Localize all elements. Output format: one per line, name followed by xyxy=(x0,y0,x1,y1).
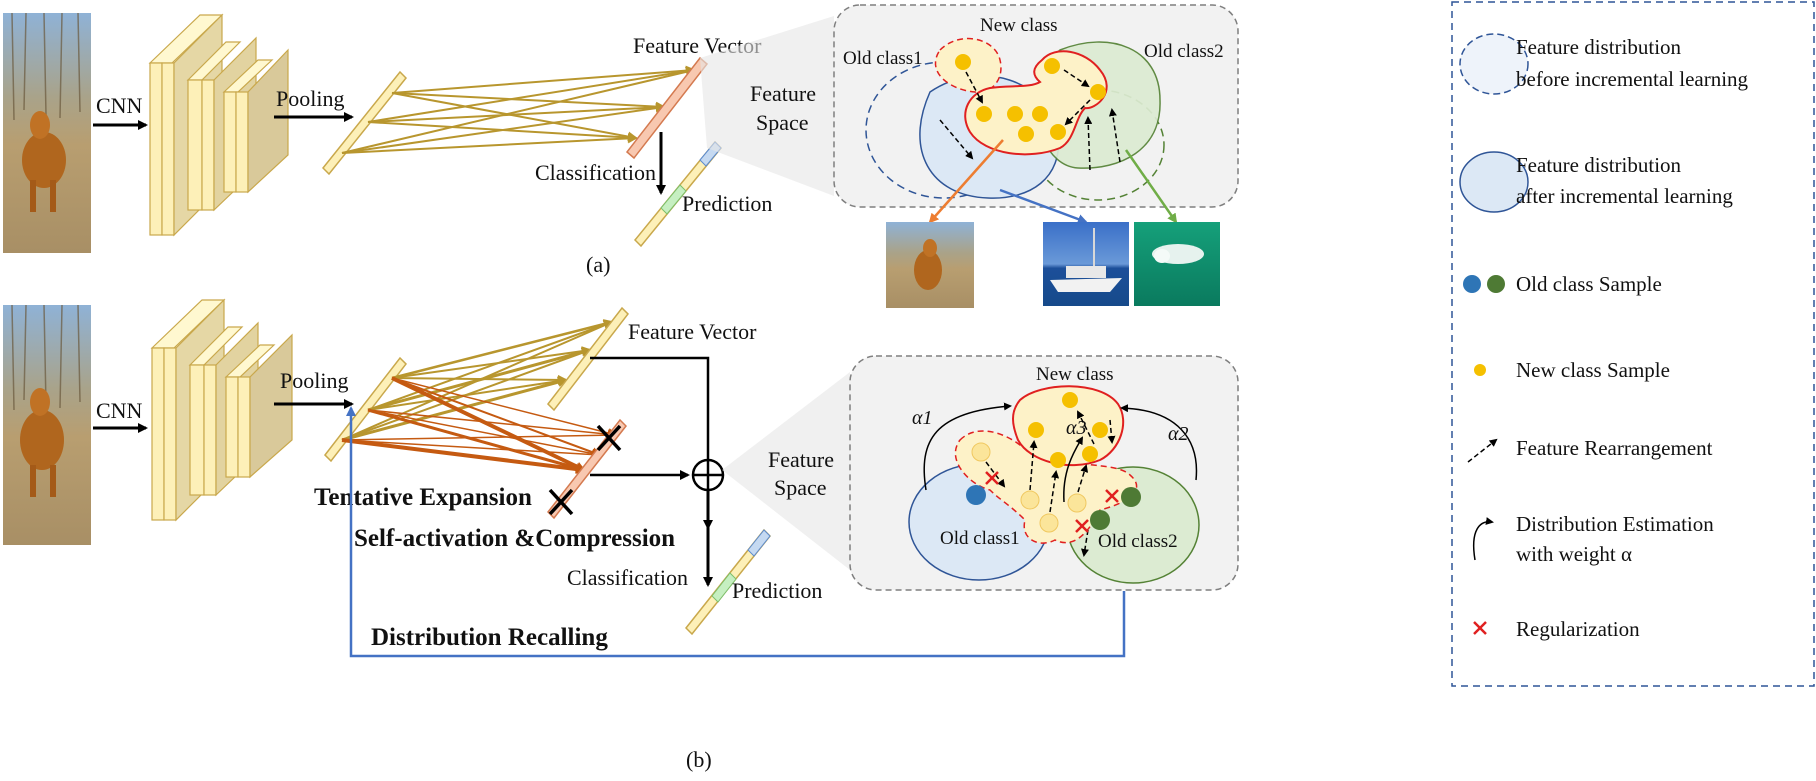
alpha1-label: α1 xyxy=(912,407,933,429)
fc-connections-a xyxy=(341,65,696,154)
legend-estimation-line2: with weight α xyxy=(1516,542,1632,566)
legend-rearrangement: Feature Rearrangement xyxy=(1516,436,1713,460)
old-class1-sample-b xyxy=(966,485,986,505)
legend-after-line1: Feature distribution xyxy=(1516,153,1682,177)
pooling-label-a: Pooling xyxy=(276,86,344,111)
prediction-vector-a xyxy=(633,140,723,248)
projection-cone-b xyxy=(722,372,850,570)
legend-old-green-dot xyxy=(1487,275,1505,293)
prediction-label-a: Prediction xyxy=(682,191,772,216)
feature-space-label-b2: Space xyxy=(774,475,827,500)
old-class2-label-b: Old class2 xyxy=(1098,531,1178,552)
legend-new-dot xyxy=(1474,364,1486,376)
input-dog-photo-a xyxy=(3,12,91,253)
old-class2-label-a: Old class2 xyxy=(1144,41,1224,62)
cnn-label-b: CNN xyxy=(96,398,143,423)
input-dog-photo-b xyxy=(3,304,91,545)
legend-old-blue-dot xyxy=(1463,275,1481,293)
sum-circle-icon xyxy=(691,458,725,492)
new-class-label-b: New class xyxy=(1036,364,1114,385)
pooling-label-b: Pooling xyxy=(280,368,348,393)
feature-space-label-a1: Feature xyxy=(750,81,816,106)
pooled-vector-b xyxy=(324,356,407,463)
new-class-label-a: New class xyxy=(980,15,1058,36)
boat-photo xyxy=(1043,222,1129,306)
dog-photo-small xyxy=(886,222,974,308)
legend-after-icon xyxy=(1459,151,1529,213)
legend-before-icon xyxy=(1459,33,1529,95)
legend-regularization-icon xyxy=(1473,621,1487,635)
old-class1-label-a: Old class1 xyxy=(843,48,923,69)
distribution-recalling-label: Distribution Recalling xyxy=(371,624,608,651)
alpha2-label: α2 xyxy=(1168,423,1189,445)
new-class-samples-before-b xyxy=(971,442,1087,533)
legend-before-line2: before incremental learning xyxy=(1516,67,1749,91)
legend-regularization: Regularization xyxy=(1516,617,1640,641)
rearrangement-arrows-a xyxy=(939,69,1121,171)
new-class-samples-a xyxy=(955,54,1106,142)
pruned-x-icon xyxy=(548,424,622,516)
legend-before-line1: Feature distribution xyxy=(1516,35,1682,59)
legend-estimation-line1: Distribution Estimation xyxy=(1516,512,1714,536)
legend-box xyxy=(1451,1,1815,687)
feature-space-label-a2: Space xyxy=(756,110,809,135)
fc-connections-b-orange xyxy=(341,376,618,474)
new-class-after-b xyxy=(1012,385,1125,467)
alpha3-label: α3 xyxy=(1066,417,1087,439)
pooled-vector-a xyxy=(321,70,408,176)
distribution-recalling-path xyxy=(346,406,1126,658)
legend-old-sample: Old class Sample xyxy=(1516,272,1662,296)
old-class2-before-a xyxy=(1031,89,1165,201)
caption-a: (a) xyxy=(586,252,610,277)
old-class2-sample-b1 xyxy=(1121,487,1141,507)
projection-cone-a xyxy=(700,16,834,196)
distribution-estimation-arcs xyxy=(923,402,1198,503)
legend-after-line2: after incremental learning xyxy=(1516,184,1733,208)
old-class1-label-b: Old class1 xyxy=(940,528,1020,549)
new-class-after-a xyxy=(964,50,1108,156)
caption-b: (b) xyxy=(686,747,712,772)
feature-space-label-b1: Feature xyxy=(768,447,834,472)
regularization-x-icon xyxy=(985,471,1119,533)
cnn-label-a: CNN xyxy=(96,93,143,118)
feature-vector-label-b: Feature Vector xyxy=(628,319,757,344)
self-activation-label: Self-activation &Compression xyxy=(354,525,675,552)
classification-label-b: Classification xyxy=(567,565,688,590)
prediction-label-b: Prediction xyxy=(732,578,822,603)
cnn-blocks-b xyxy=(150,298,293,522)
legend-rearrangement-icon xyxy=(1467,438,1498,463)
rearrangement-arrows-b xyxy=(985,410,1116,557)
tentative-expansion-label: Tentative Expansion xyxy=(314,484,532,511)
feature-vector-b xyxy=(547,306,629,412)
new-class-samples-after-b xyxy=(1028,392,1108,468)
beluga-photo xyxy=(1134,222,1220,306)
fc-connections-b-gold xyxy=(341,319,614,442)
old-class2-sample-b2 xyxy=(1090,510,1110,530)
legend-estimation-icon xyxy=(1473,517,1494,561)
cnn-blocks-a xyxy=(148,13,289,237)
prediction-vector-b xyxy=(684,528,772,636)
classification-label-a: Classification xyxy=(535,160,656,185)
legend-new-sample: New class Sample xyxy=(1516,358,1670,382)
